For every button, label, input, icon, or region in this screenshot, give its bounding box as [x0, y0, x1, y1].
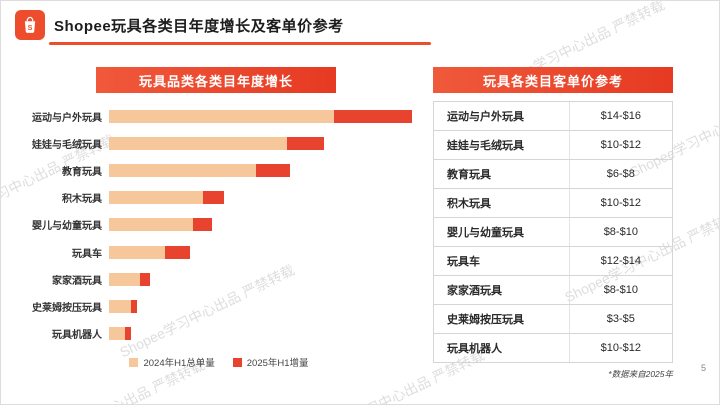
bar-category-label: 积木玩具	[62, 194, 102, 206]
bar-segment-base	[109, 191, 203, 205]
title-underline	[49, 42, 431, 45]
bar-row: 教育玩具	[17, 164, 421, 178]
bar-row: 婴儿与幼童玩具	[17, 218, 421, 232]
bar-segment-increment	[130, 299, 138, 313]
bar-segment-increment	[140, 272, 150, 286]
bar-row: 史莱姆按压玩具	[17, 299, 421, 314]
bar-track	[109, 272, 421, 286]
chart-legend: 2024年H1总单量 2025年H1增量	[17, 355, 421, 369]
bar-segment-base	[109, 272, 141, 286]
bar-row: 玩具车	[17, 245, 421, 260]
bar-category-label: 史莱姆按压玩具	[32, 302, 102, 314]
header: S Shopee玩具各类目年度增长及客单价参考	[15, 10, 344, 40]
table-cell-price: $10-$12	[600, 139, 641, 151]
table-cell-category: 玩具机器人	[434, 334, 570, 362]
table-cell-price: $3-$5	[606, 313, 635, 325]
table-row: 史莱姆按压玩具 $3-$5	[434, 305, 672, 334]
chart-panel-title: 玩具品类各类目年度增长	[96, 67, 336, 93]
svg-text:S: S	[28, 23, 33, 32]
table-row: 玩具机器人 $10-$12	[434, 334, 672, 363]
price-table: 运动与户外玩具 $14-$16 娃娃与毛绒玩具 $10-$12 教育玩具 $6-$8 积木玩…	[433, 101, 673, 363]
bar-category-label: 娃娃与毛绒玩具	[32, 140, 102, 152]
bar-track	[109, 191, 421, 205]
bar-track	[109, 218, 421, 232]
table-cell-price: $12-$14	[600, 255, 641, 267]
bar-track	[109, 164, 421, 178]
bar-segment-increment	[286, 137, 325, 151]
bar-track	[109, 326, 421, 340]
bar-category-label: 婴儿与幼童玩具	[32, 221, 102, 233]
bar-row: 玩具机器人	[17, 326, 421, 341]
bar-segment-increment	[165, 245, 191, 259]
bar-track	[109, 110, 421, 124]
table-footnote: *数据来自2025年	[608, 369, 673, 379]
price-panel-title: 玩具各类目客单价参考	[433, 67, 673, 93]
bar-category-label: 玩具车	[72, 248, 102, 260]
bar-segment-increment	[255, 164, 290, 178]
legend-label: 2024年H1总单量	[143, 358, 215, 369]
bar-segment-base	[109, 218, 194, 232]
bar-category-label: 教育玩具	[62, 167, 102, 179]
shopping-bag-icon: S	[24, 16, 36, 33]
table-cell-price: $10-$12	[600, 197, 641, 209]
bar-category-label: 运动与户外玩具	[32, 113, 102, 125]
bar-row: 家家酒玩具	[17, 272, 421, 287]
legend-item: 2025年H1增量	[232, 355, 309, 369]
table-cell-price: $6-$8	[606, 168, 635, 180]
bar-track	[109, 299, 421, 313]
table-row: 积木玩具 $10-$12	[434, 189, 672, 218]
table-row: 教育玩具 $6-$8	[434, 160, 672, 189]
table-cell-price: $10-$12	[600, 342, 641, 354]
table-cell-price: $14-$16	[600, 110, 641, 122]
bar-track	[109, 137, 421, 151]
bar-row: 运动与户外玩具	[17, 110, 421, 124]
table-cell-price: $8-$10	[603, 284, 638, 296]
table-cell-category: 史莱姆按压玩具	[434, 305, 570, 333]
bar-segment-increment	[124, 326, 131, 340]
table-row: 运动与户外玩具 $14-$16	[434, 102, 672, 131]
bar-segment-base	[109, 299, 131, 313]
bar-segment-base	[109, 137, 287, 151]
shopee-logo-icon: S	[15, 10, 45, 40]
bar-row: 娃娃与毛绒玩具	[17, 137, 421, 151]
bar-segment-increment	[193, 218, 212, 232]
bar-row: 积木玩具	[17, 191, 421, 205]
legend-swatch	[232, 357, 242, 367]
table-cell-category: 运动与户外玩具	[434, 102, 570, 130]
bar-segment-base	[109, 326, 125, 340]
bar-segment-base	[109, 110, 334, 124]
bar-chart: 运动与户外玩具 娃娃与毛绒玩具教育玩具积木玩具婴儿与幼童玩具玩具车家家酒玩具史莱姆…	[17, 103, 421, 347]
table-row: 玩具车 $12-$14	[434, 247, 672, 276]
table-cell-category: 家家酒玩具	[434, 276, 570, 304]
legend-item: 2024年H1总单量	[129, 355, 215, 369]
table-row: 婴儿与幼童玩具 $8-$10	[434, 218, 672, 247]
table-row: 家家酒玩具 $8-$10	[434, 276, 672, 305]
table-cell-category: 玩具车	[434, 247, 570, 275]
table-cell-category: 婴儿与幼童玩具	[434, 218, 570, 246]
table-cell-category: 积木玩具	[434, 189, 570, 217]
table-cell-category: 娃娃与毛绒玩具	[434, 131, 570, 159]
bar-segment-increment	[202, 191, 225, 205]
page-number: 5	[700, 363, 706, 373]
bar-segment-base	[109, 245, 166, 259]
bar-category-label: 家家酒玩具	[52, 275, 102, 287]
page-title: Shopee玩具各类目年度增长及客单价参考	[54, 17, 344, 35]
bar-category-label: 玩具机器人	[52, 329, 102, 341]
table-row: 娃娃与毛绒玩具 $10-$12	[434, 131, 672, 160]
bar-segment-base	[109, 164, 256, 178]
bar-segment-increment	[333, 110, 412, 124]
table-cell-price: $8-$10	[603, 226, 638, 238]
bar-track	[109, 245, 421, 259]
legend-label: 2025年H1增量	[246, 358, 309, 369]
table-cell-category: 教育玩具	[434, 160, 570, 188]
legend-swatch	[129, 357, 139, 367]
